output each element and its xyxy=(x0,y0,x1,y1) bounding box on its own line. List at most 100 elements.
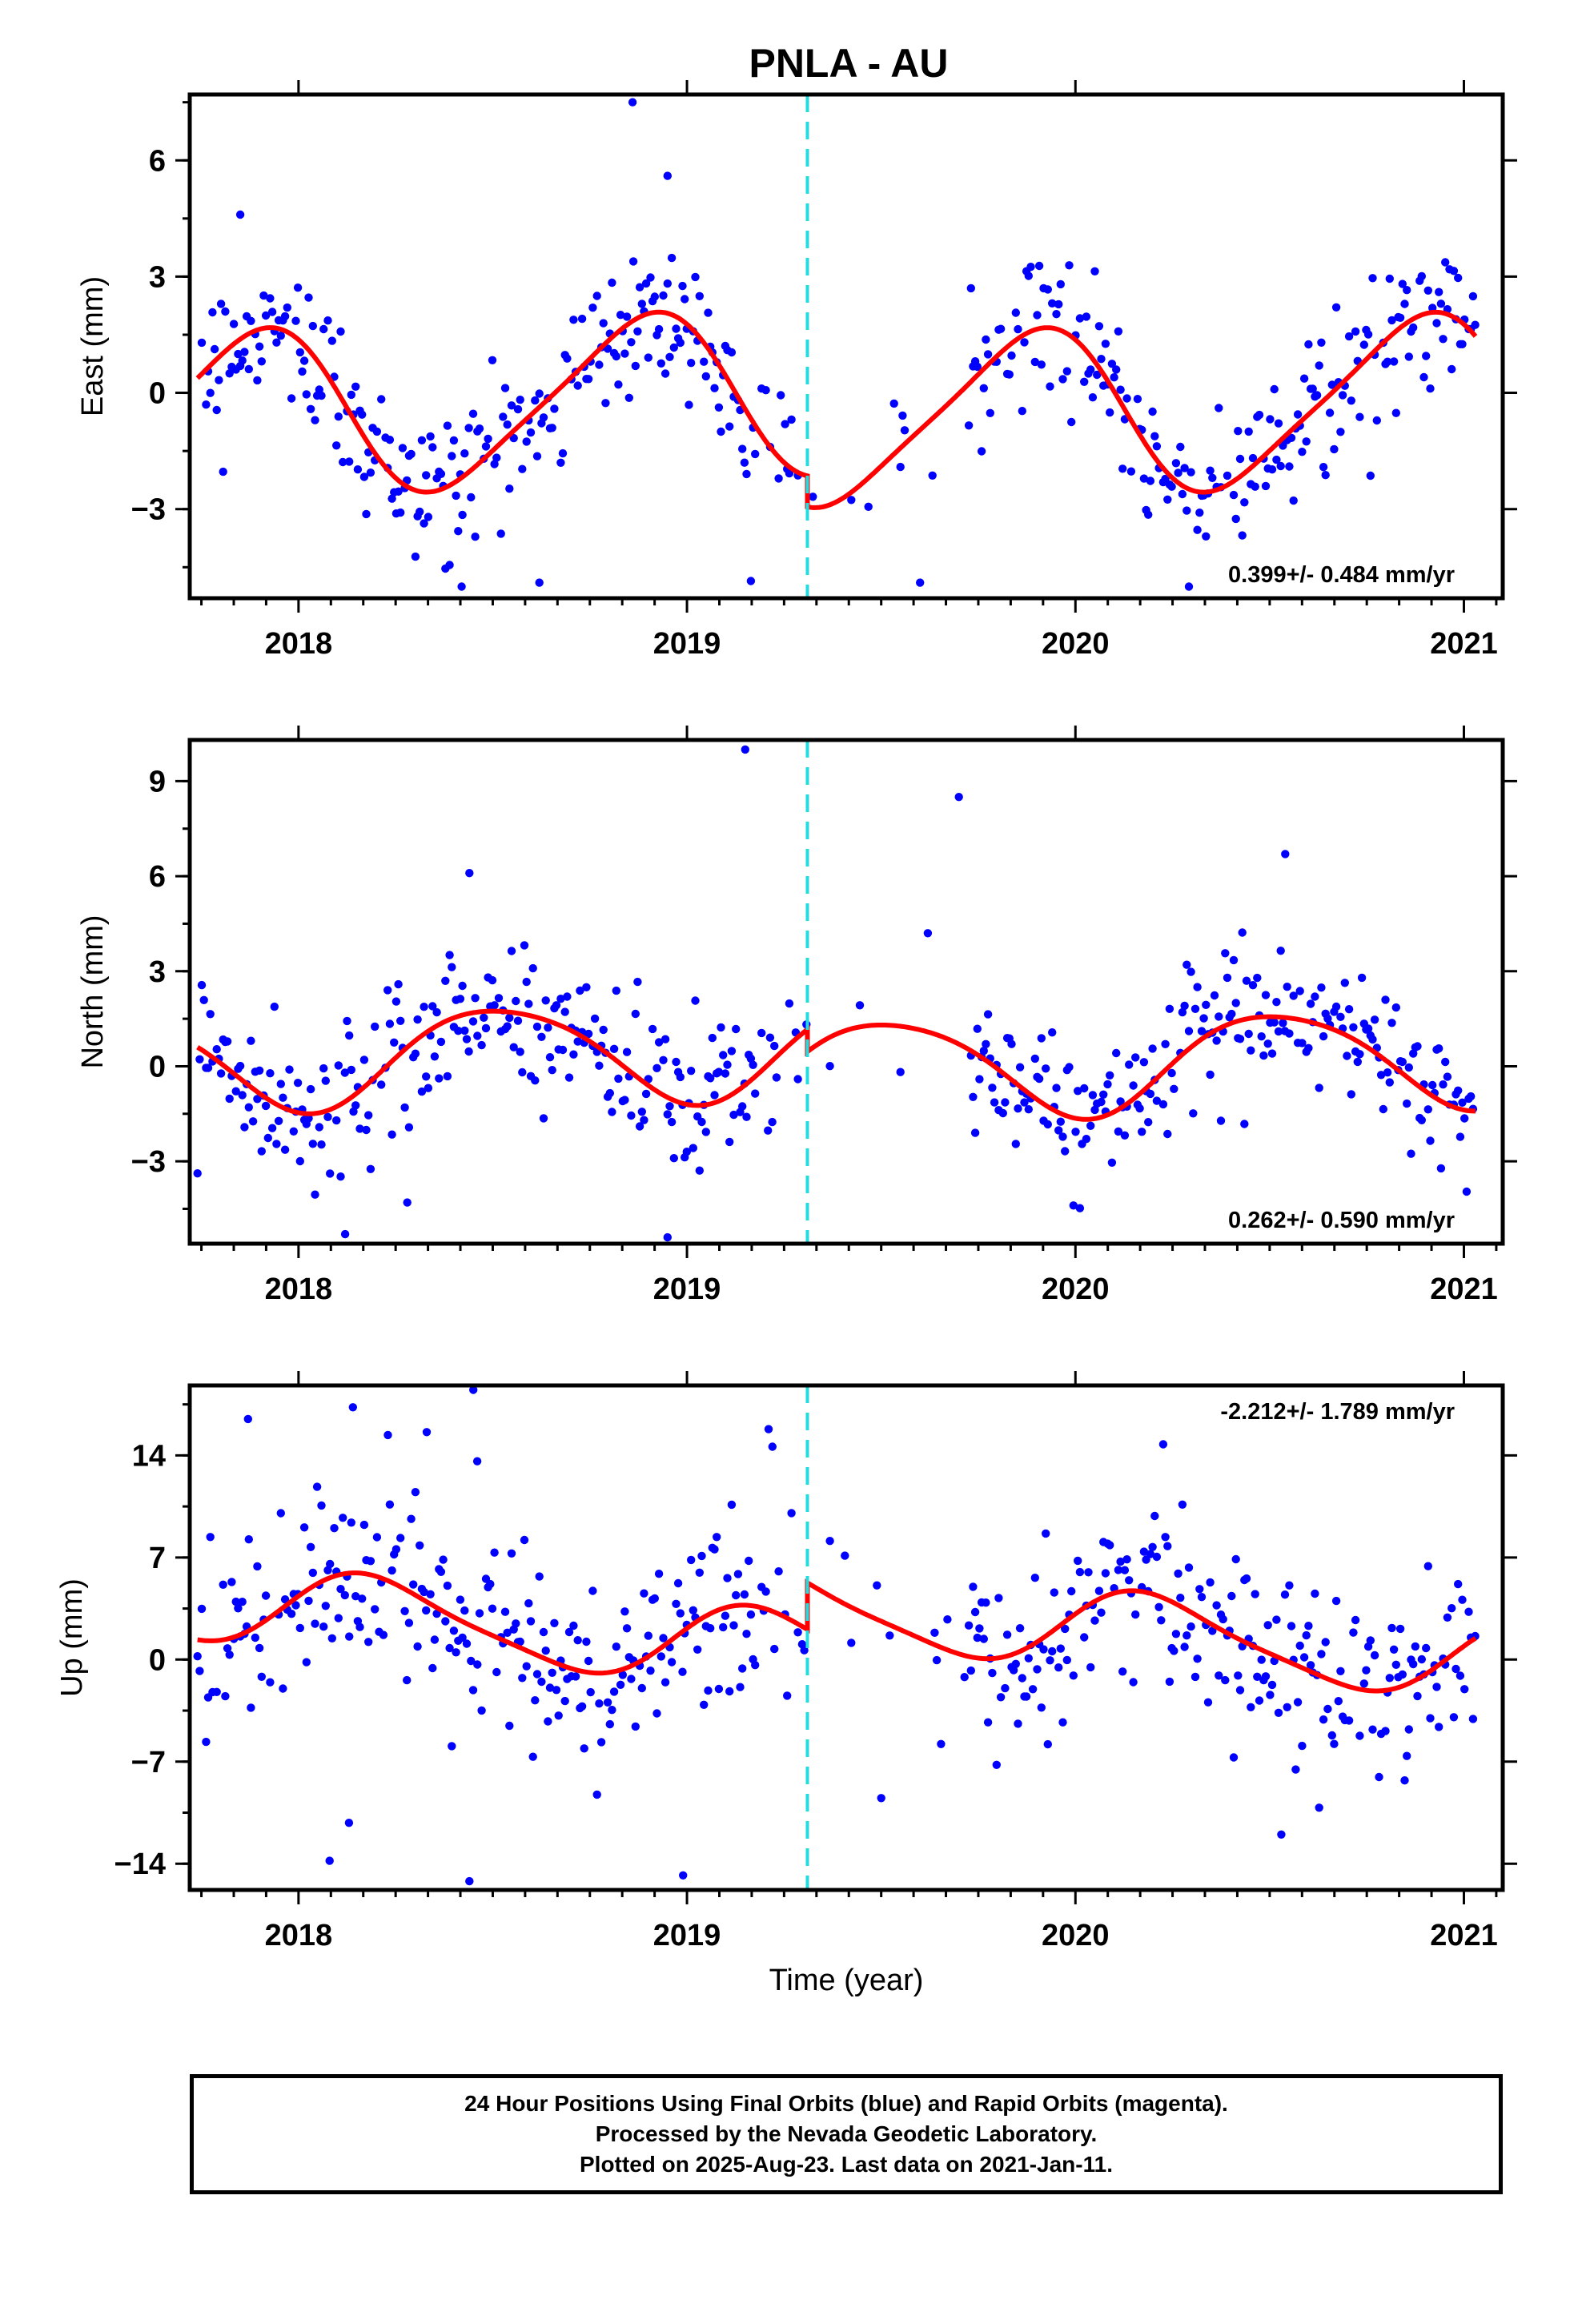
data-point xyxy=(1435,1723,1443,1731)
data-point xyxy=(676,1609,685,1618)
data-point xyxy=(332,1116,341,1125)
data-point xyxy=(1229,490,1239,500)
data-point xyxy=(1376,1071,1386,1080)
data-point xyxy=(1094,322,1104,331)
data-point xyxy=(1272,998,1281,1007)
data-point xyxy=(488,356,497,364)
footer-info-box: 24 Hour Positions Using Final Orbits (bl… xyxy=(190,2074,1503,2194)
data-point xyxy=(588,304,597,312)
data-point xyxy=(723,1574,732,1582)
data-point xyxy=(223,1037,232,1046)
up-y-axis-label: Up (mm) xyxy=(55,1578,89,1697)
data-point xyxy=(272,338,281,347)
data-point xyxy=(403,1675,412,1685)
data-point xyxy=(432,1609,441,1618)
data-point xyxy=(1261,1672,1271,1681)
data-point xyxy=(741,745,749,754)
data-point xyxy=(1270,1018,1279,1027)
data-point xyxy=(202,1737,211,1747)
data-point xyxy=(1379,1104,1388,1114)
data-point xyxy=(430,1635,440,1644)
data-point xyxy=(253,1562,262,1571)
data-point xyxy=(1247,1703,1255,1711)
data-point xyxy=(413,1642,422,1651)
data-point xyxy=(761,1587,770,1596)
data-point xyxy=(400,1606,409,1616)
panel-north: 2018 2019 2020 2021 9 6 3 0 −3 North (mm) 0.262+/-… xyxy=(76,726,1517,1306)
data-point xyxy=(535,1572,544,1581)
data-point xyxy=(302,390,311,399)
data-point xyxy=(627,1111,636,1120)
data-point xyxy=(471,533,480,541)
data-point xyxy=(345,457,354,466)
data-point xyxy=(661,1678,670,1687)
data-point xyxy=(1413,1691,1422,1701)
data-point xyxy=(646,273,655,282)
data-point xyxy=(800,1646,809,1655)
data-point xyxy=(1186,1622,1195,1631)
data-point xyxy=(1088,1091,1098,1100)
data-point xyxy=(545,1053,555,1062)
data-point xyxy=(652,1063,661,1073)
data-point xyxy=(499,412,508,421)
data-point xyxy=(992,1760,1002,1769)
data-point xyxy=(982,335,990,344)
data-point xyxy=(1257,1655,1266,1664)
data-point xyxy=(847,1638,856,1647)
data-point xyxy=(1372,416,1382,425)
data-point xyxy=(580,1744,588,1753)
data-point xyxy=(1285,1029,1294,1038)
data-point xyxy=(569,1050,578,1059)
data-point xyxy=(1452,1664,1460,1674)
data-point xyxy=(665,352,674,361)
data-point xyxy=(221,307,230,316)
data-point xyxy=(713,1533,721,1542)
data-point xyxy=(1052,310,1061,319)
data-point xyxy=(582,983,591,992)
data-point xyxy=(654,1570,664,1578)
data-point xyxy=(1101,340,1110,348)
data-point xyxy=(492,453,501,462)
data-point xyxy=(321,1076,330,1085)
data-point xyxy=(618,1671,627,1679)
data-point xyxy=(1255,1696,1264,1705)
data-point xyxy=(372,1533,382,1542)
data-point xyxy=(654,1038,664,1047)
data-point xyxy=(253,376,262,385)
data-point xyxy=(223,1644,232,1653)
data-point xyxy=(409,1580,418,1589)
data-point xyxy=(768,1442,777,1451)
data-point xyxy=(1272,455,1281,464)
data-point xyxy=(1274,1708,1283,1717)
data-point xyxy=(898,411,907,420)
data-point xyxy=(785,999,794,1008)
data-point xyxy=(206,388,215,397)
data-point xyxy=(1432,1683,1441,1691)
data-point xyxy=(1126,467,1136,476)
data-point xyxy=(864,502,873,511)
footer-line-1: 24 Hour Positions Using Final Orbits (bl… xyxy=(464,2091,1228,2116)
data-point xyxy=(443,1072,452,1081)
data-point xyxy=(494,994,504,1003)
data-point xyxy=(1312,391,1322,400)
data-point xyxy=(391,1545,401,1554)
data-point xyxy=(1409,1659,1418,1669)
data-point xyxy=(1152,1552,1162,1562)
data-point xyxy=(564,1627,574,1637)
data-point xyxy=(725,1137,734,1147)
data-point xyxy=(558,1045,568,1055)
data-point xyxy=(714,1068,724,1076)
data-point xyxy=(385,436,395,444)
data-point xyxy=(708,1033,717,1043)
data-point xyxy=(1336,1012,1345,1022)
data-point xyxy=(1014,1719,1022,1728)
data-point xyxy=(637,300,646,308)
data-point xyxy=(740,458,749,467)
data-point xyxy=(1125,1576,1134,1585)
data-point xyxy=(1120,1566,1130,1574)
data-point xyxy=(520,941,529,950)
data-point xyxy=(745,1556,753,1566)
data-point xyxy=(1015,1624,1025,1633)
data-point xyxy=(1435,1044,1443,1053)
data-point xyxy=(685,400,693,409)
